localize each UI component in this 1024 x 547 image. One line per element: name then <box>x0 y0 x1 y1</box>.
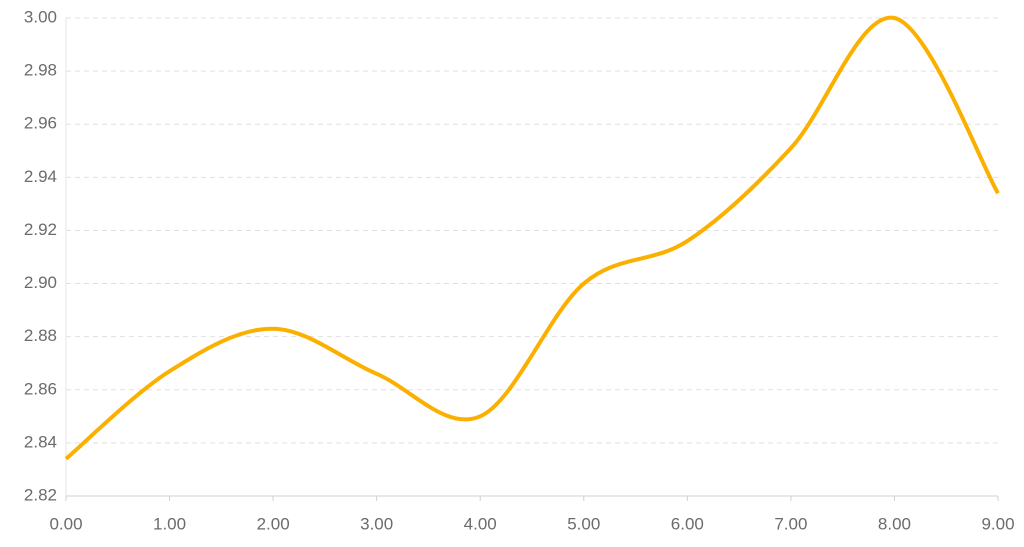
x-tick-label: 0.00 <box>49 514 82 533</box>
y-tick-label: 2.90 <box>24 273 57 292</box>
y-tick-label: 2.92 <box>24 220 57 239</box>
x-tick-label: 1.00 <box>153 514 186 533</box>
x-tick-label: 8.00 <box>878 514 911 533</box>
y-tick-label: 2.86 <box>24 379 57 398</box>
y-tick-label: 2.94 <box>24 167 57 186</box>
x-tick-label: 5.00 <box>567 514 600 533</box>
x-tick-label: 3.00 <box>360 514 393 533</box>
line-series <box>64 15 1000 461</box>
x-tick-label: 7.00 <box>774 514 807 533</box>
x-tick-label: 9.00 <box>981 514 1014 533</box>
x-tick-label: 2.00 <box>257 514 290 533</box>
y-tick-label: 3.00 <box>24 7 57 26</box>
y-tick-label: 2.84 <box>24 432 57 451</box>
y-tick-label: 2.96 <box>24 114 57 133</box>
y-tick-label: 2.88 <box>24 326 57 345</box>
y-tick-label: 2.98 <box>24 61 57 80</box>
y-tick-label: 2.82 <box>24 485 57 504</box>
x-tick-label: 4.00 <box>464 514 497 533</box>
x-tick-label: 6.00 <box>671 514 704 533</box>
